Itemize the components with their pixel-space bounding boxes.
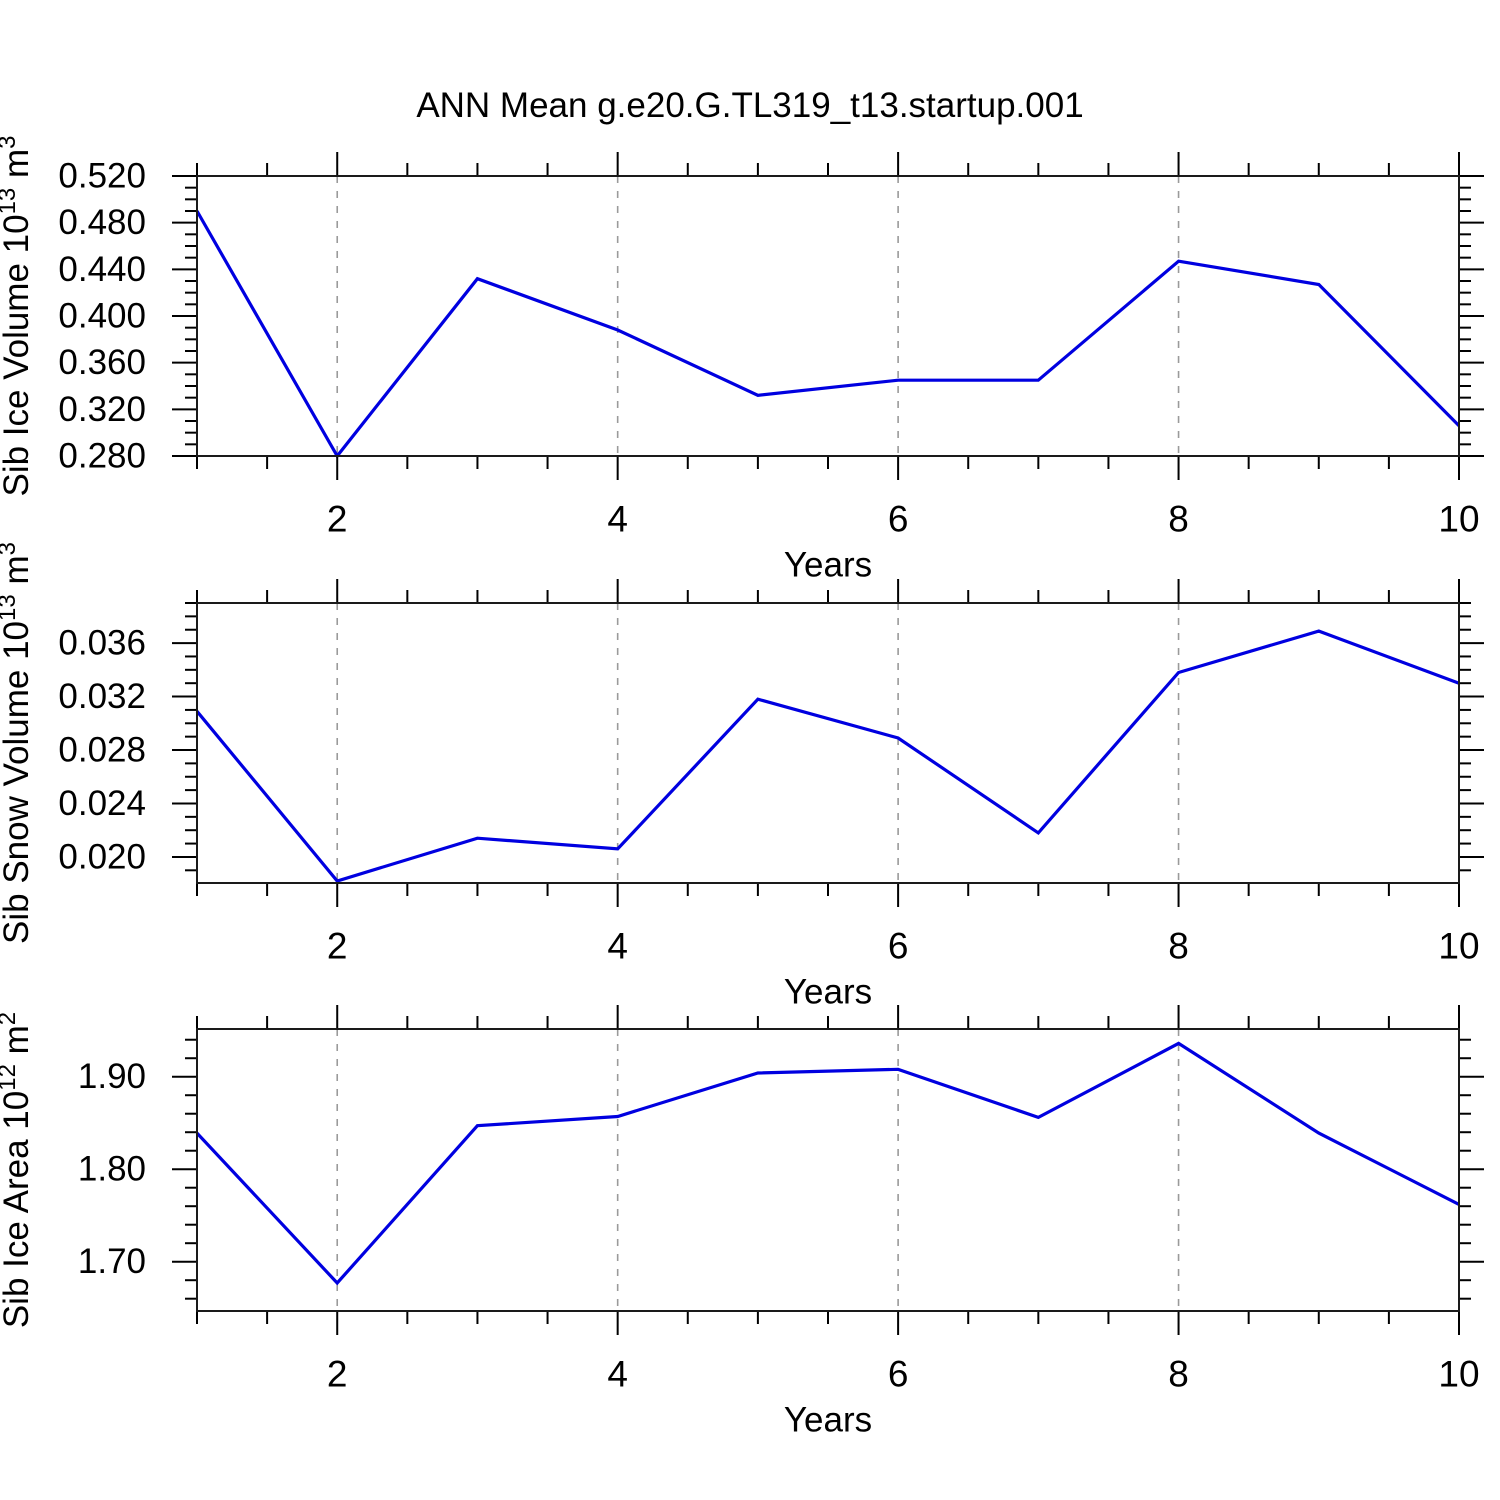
x-tick-label: 4 xyxy=(607,1354,628,1395)
y-tick-label: 0.036 xyxy=(58,624,146,663)
data-line-sib-ice-area xyxy=(195,1041,1460,1286)
x-axis-label: Years xyxy=(784,1401,872,1440)
panel-sib-snow-volume: 0.020 0.024 0.028 0.032 0.036 2 4 6 8 10 Years Sib … xyxy=(0,542,1484,1012)
x-axis-label: Years xyxy=(784,973,872,1012)
y-axis-label: Sib Snow Volume 1013 m3 xyxy=(0,542,36,944)
y-tick-label: 0.400 xyxy=(58,297,146,336)
x-tick-label: 6 xyxy=(888,499,909,540)
y-tick-label: 0.480 xyxy=(58,203,146,242)
y-tick-label: 0.440 xyxy=(58,250,146,289)
x-tick-label: 6 xyxy=(888,1354,909,1395)
x-tick-label: 2 xyxy=(327,926,348,967)
y-tick-label: 1.90 xyxy=(78,1057,146,1096)
y-tick-label: 0.024 xyxy=(58,784,146,823)
panel-sib-ice-area: 1.70 1.80 1.90 2 4 6 8 10 Years Sib Ice Area 1012… xyxy=(0,1005,1484,1440)
y-tick-label: 1.70 xyxy=(78,1242,146,1281)
x-tick-label: 2 xyxy=(327,1354,348,1395)
x-tick-label: 10 xyxy=(1438,1354,1479,1395)
plot-frame xyxy=(196,602,1460,884)
data-line-sib-ice-volume xyxy=(195,210,1461,459)
x-tick-label: 2 xyxy=(327,499,348,540)
x-tick-label: 10 xyxy=(1438,926,1479,967)
y-tick-label: 0.032 xyxy=(58,677,146,716)
y-tick-label: 0.320 xyxy=(58,390,146,429)
x-tick-label: 8 xyxy=(1168,499,1189,540)
x-tick-label: 8 xyxy=(1168,1354,1189,1395)
x-tick-label: 6 xyxy=(888,926,909,967)
y-tick-label: 0.020 xyxy=(58,837,146,876)
y-tick-label: 0.360 xyxy=(58,343,146,382)
y-axis-label: Sib Ice Area 1012 m2 xyxy=(0,1012,36,1328)
figure-title: ANN Mean g.e20.G.TL319_t13.startup.001 xyxy=(416,86,1084,125)
y-tick-label: 0.520 xyxy=(58,157,146,196)
data-line-sib-snow-volume xyxy=(195,629,1460,883)
panel-sib-ice-volume: 0.280 0.320 0.360 0.400 0.440 0.480 0.520 2 4 6 8 1… xyxy=(0,135,1484,585)
x-tick-label: 10 xyxy=(1438,499,1479,540)
plot-frame xyxy=(196,175,1460,457)
x-tick-label: 4 xyxy=(607,499,628,540)
y-tick-label: 0.280 xyxy=(58,437,146,476)
x-axis-label: Years xyxy=(784,546,872,585)
x-tick-label: 4 xyxy=(607,926,628,967)
y-axis-label: Sib Ice Volume 1013 m3 xyxy=(0,135,36,496)
y-tick-label: 0.028 xyxy=(58,731,146,770)
plot-frame xyxy=(196,1028,1460,1312)
y-tick-label: 1.80 xyxy=(78,1150,146,1189)
x-tick-label: 8 xyxy=(1168,926,1189,967)
